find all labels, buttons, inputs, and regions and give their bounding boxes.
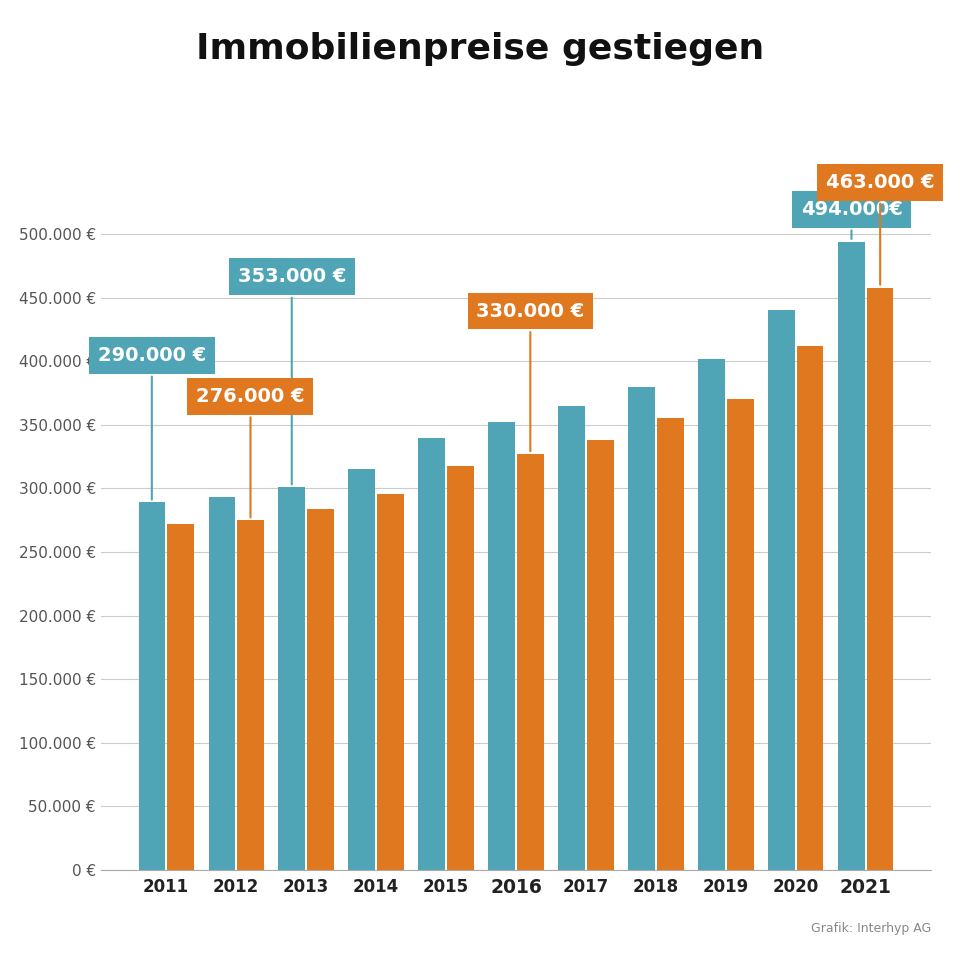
Text: 463.000 €: 463.000 € [826, 173, 934, 285]
Bar [447, 466, 473, 870]
Bar [208, 497, 235, 870]
Bar [237, 520, 264, 870]
Text: Immobilienpreise gestiegen: Immobilienpreise gestiegen [196, 32, 764, 66]
Bar [348, 469, 375, 870]
Text: 353.000 €: 353.000 € [237, 268, 346, 485]
Bar [167, 524, 194, 870]
Bar [307, 509, 334, 870]
Bar [727, 400, 754, 870]
Bar [797, 346, 824, 870]
Bar [419, 438, 445, 870]
Text: 494.000€: 494.000€ [801, 200, 902, 239]
Bar [867, 288, 894, 870]
Bar [489, 423, 515, 870]
Bar [377, 493, 404, 870]
Bar [628, 386, 655, 870]
Bar [657, 419, 684, 870]
Bar [517, 454, 543, 870]
Bar [768, 311, 795, 870]
Bar [587, 440, 613, 870]
Bar [138, 503, 165, 870]
Bar [838, 242, 865, 870]
Text: 330.000 €: 330.000 € [476, 301, 585, 451]
Text: 290.000 €: 290.000 € [98, 346, 206, 500]
Bar [278, 488, 305, 870]
Bar [698, 358, 725, 870]
Bar [559, 405, 585, 870]
Text: Grafik: Interhyp AG: Grafik: Interhyp AG [811, 922, 931, 935]
Text: 276.000 €: 276.000 € [196, 387, 304, 517]
